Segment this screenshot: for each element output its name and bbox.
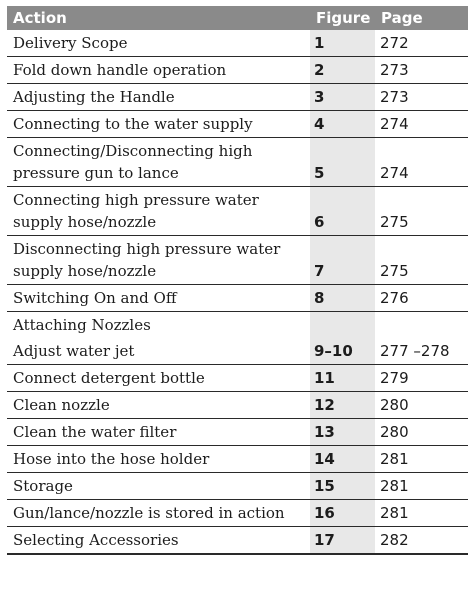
- action-cell: Adjust water jet: [7, 338, 310, 365]
- table-row: Fold down handle operation 2 273: [7, 56, 468, 84]
- table-row: Delivery Scope 1 272: [7, 30, 468, 57]
- page-cell: 279: [375, 364, 468, 392]
- table-row: Connecting high pressure water supply ho…: [7, 186, 468, 236]
- table-row: Hose into the hose holder 14 281: [7, 445, 468, 473]
- action-cell: Selecting Accessories: [7, 526, 310, 555]
- action-cell: Connecting high pressure water supply ho…: [7, 186, 310, 236]
- page-cell: 280: [375, 391, 468, 419]
- figure-cell: 2: [310, 56, 375, 84]
- table-row: Clean nozzle 12 280: [7, 391, 468, 419]
- table-row: Connect detergent bottle 11 279: [7, 364, 468, 392]
- action-figure-table: Action Figure Page Delivery Scope 1 272 …: [7, 6, 468, 555]
- page-cell: 281: [375, 445, 468, 473]
- action-cell: Delivery Scope: [7, 30, 310, 57]
- page-cell: 273: [375, 83, 468, 111]
- action-cell: Hose into the hose holder: [7, 445, 310, 473]
- figure-cell: 11: [310, 364, 375, 392]
- page-cell: 277 –278: [375, 338, 468, 365]
- action-cell: Connecting/Disconnecting high pressure g…: [7, 137, 310, 187]
- table-row: Storage 15 281: [7, 472, 468, 500]
- action-cell: Storage: [7, 472, 310, 500]
- action-cell: Clean the water filter: [7, 418, 310, 446]
- table-row: Connecting to the water supply 4 274: [7, 110, 468, 138]
- figure-cell: 6: [310, 186, 375, 236]
- figure-cell: [310, 311, 375, 338]
- table-header-row: Action Figure Page: [7, 6, 468, 30]
- table-row: Adjust water jet 9–10 277 –278: [7, 338, 468, 365]
- page-cell: 280: [375, 418, 468, 446]
- page-cell: 276: [375, 284, 468, 312]
- action-cell: Connect detergent bottle: [7, 364, 310, 392]
- table-row: Disconnecting high pressure water supply…: [7, 235, 468, 285]
- figure-cell: 1: [310, 30, 375, 57]
- page-cell: 281: [375, 499, 468, 527]
- page-cell: 274: [375, 137, 468, 187]
- page-cell: 275: [375, 186, 468, 236]
- table-row: Attaching Nozzles: [7, 311, 468, 339]
- figure-cell: 14: [310, 445, 375, 473]
- header-action: Action: [7, 6, 310, 30]
- action-cell: Fold down handle operation: [7, 56, 310, 84]
- header-figure: Figure: [310, 6, 375, 30]
- table-row: Clean the water filter 13 280: [7, 418, 468, 446]
- figure-cell: 12: [310, 391, 375, 419]
- figure-cell: 17: [310, 526, 375, 555]
- action-cell: Adjusting the Handle: [7, 83, 310, 111]
- figure-cell: 13: [310, 418, 375, 446]
- figure-cell: 15: [310, 472, 375, 500]
- figure-cell: 3: [310, 83, 375, 111]
- header-page: Page: [375, 6, 468, 30]
- table-row: Adjusting the Handle 3 273: [7, 83, 468, 111]
- table-row: Switching On and Off 8 276: [7, 284, 468, 312]
- page-cell: [375, 312, 468, 339]
- action-cell: Clean nozzle: [7, 391, 310, 419]
- action-cell: Gun/lance/nozzle is stored in action: [7, 499, 310, 527]
- table-row: Connecting/Disconnecting high pressure g…: [7, 137, 468, 187]
- page-cell: 273: [375, 56, 468, 84]
- action-cell: Switching On and Off: [7, 284, 310, 312]
- page-cell: 281: [375, 472, 468, 500]
- page-cell: 274: [375, 110, 468, 138]
- page-cell: 282: [375, 526, 468, 555]
- action-cell: Attaching Nozzles: [13, 316, 151, 334]
- figure-cell: 9–10: [310, 338, 375, 365]
- page-cell: 272: [375, 30, 468, 57]
- table-row: Selecting Accessories 17 282: [7, 526, 468, 555]
- table-row: Gun/lance/nozzle is stored in action 16 …: [7, 499, 468, 527]
- action-cell: Disconnecting high pressure water supply…: [7, 235, 310, 285]
- figure-cell: 16: [310, 499, 375, 527]
- page-cell: 275: [375, 235, 468, 285]
- action-cell: Connecting to the water supply: [7, 110, 310, 138]
- figure-cell: 5: [310, 137, 375, 187]
- figure-cell: 7: [310, 235, 375, 285]
- figure-cell: 8: [310, 284, 375, 312]
- figure-cell: 4: [310, 110, 375, 138]
